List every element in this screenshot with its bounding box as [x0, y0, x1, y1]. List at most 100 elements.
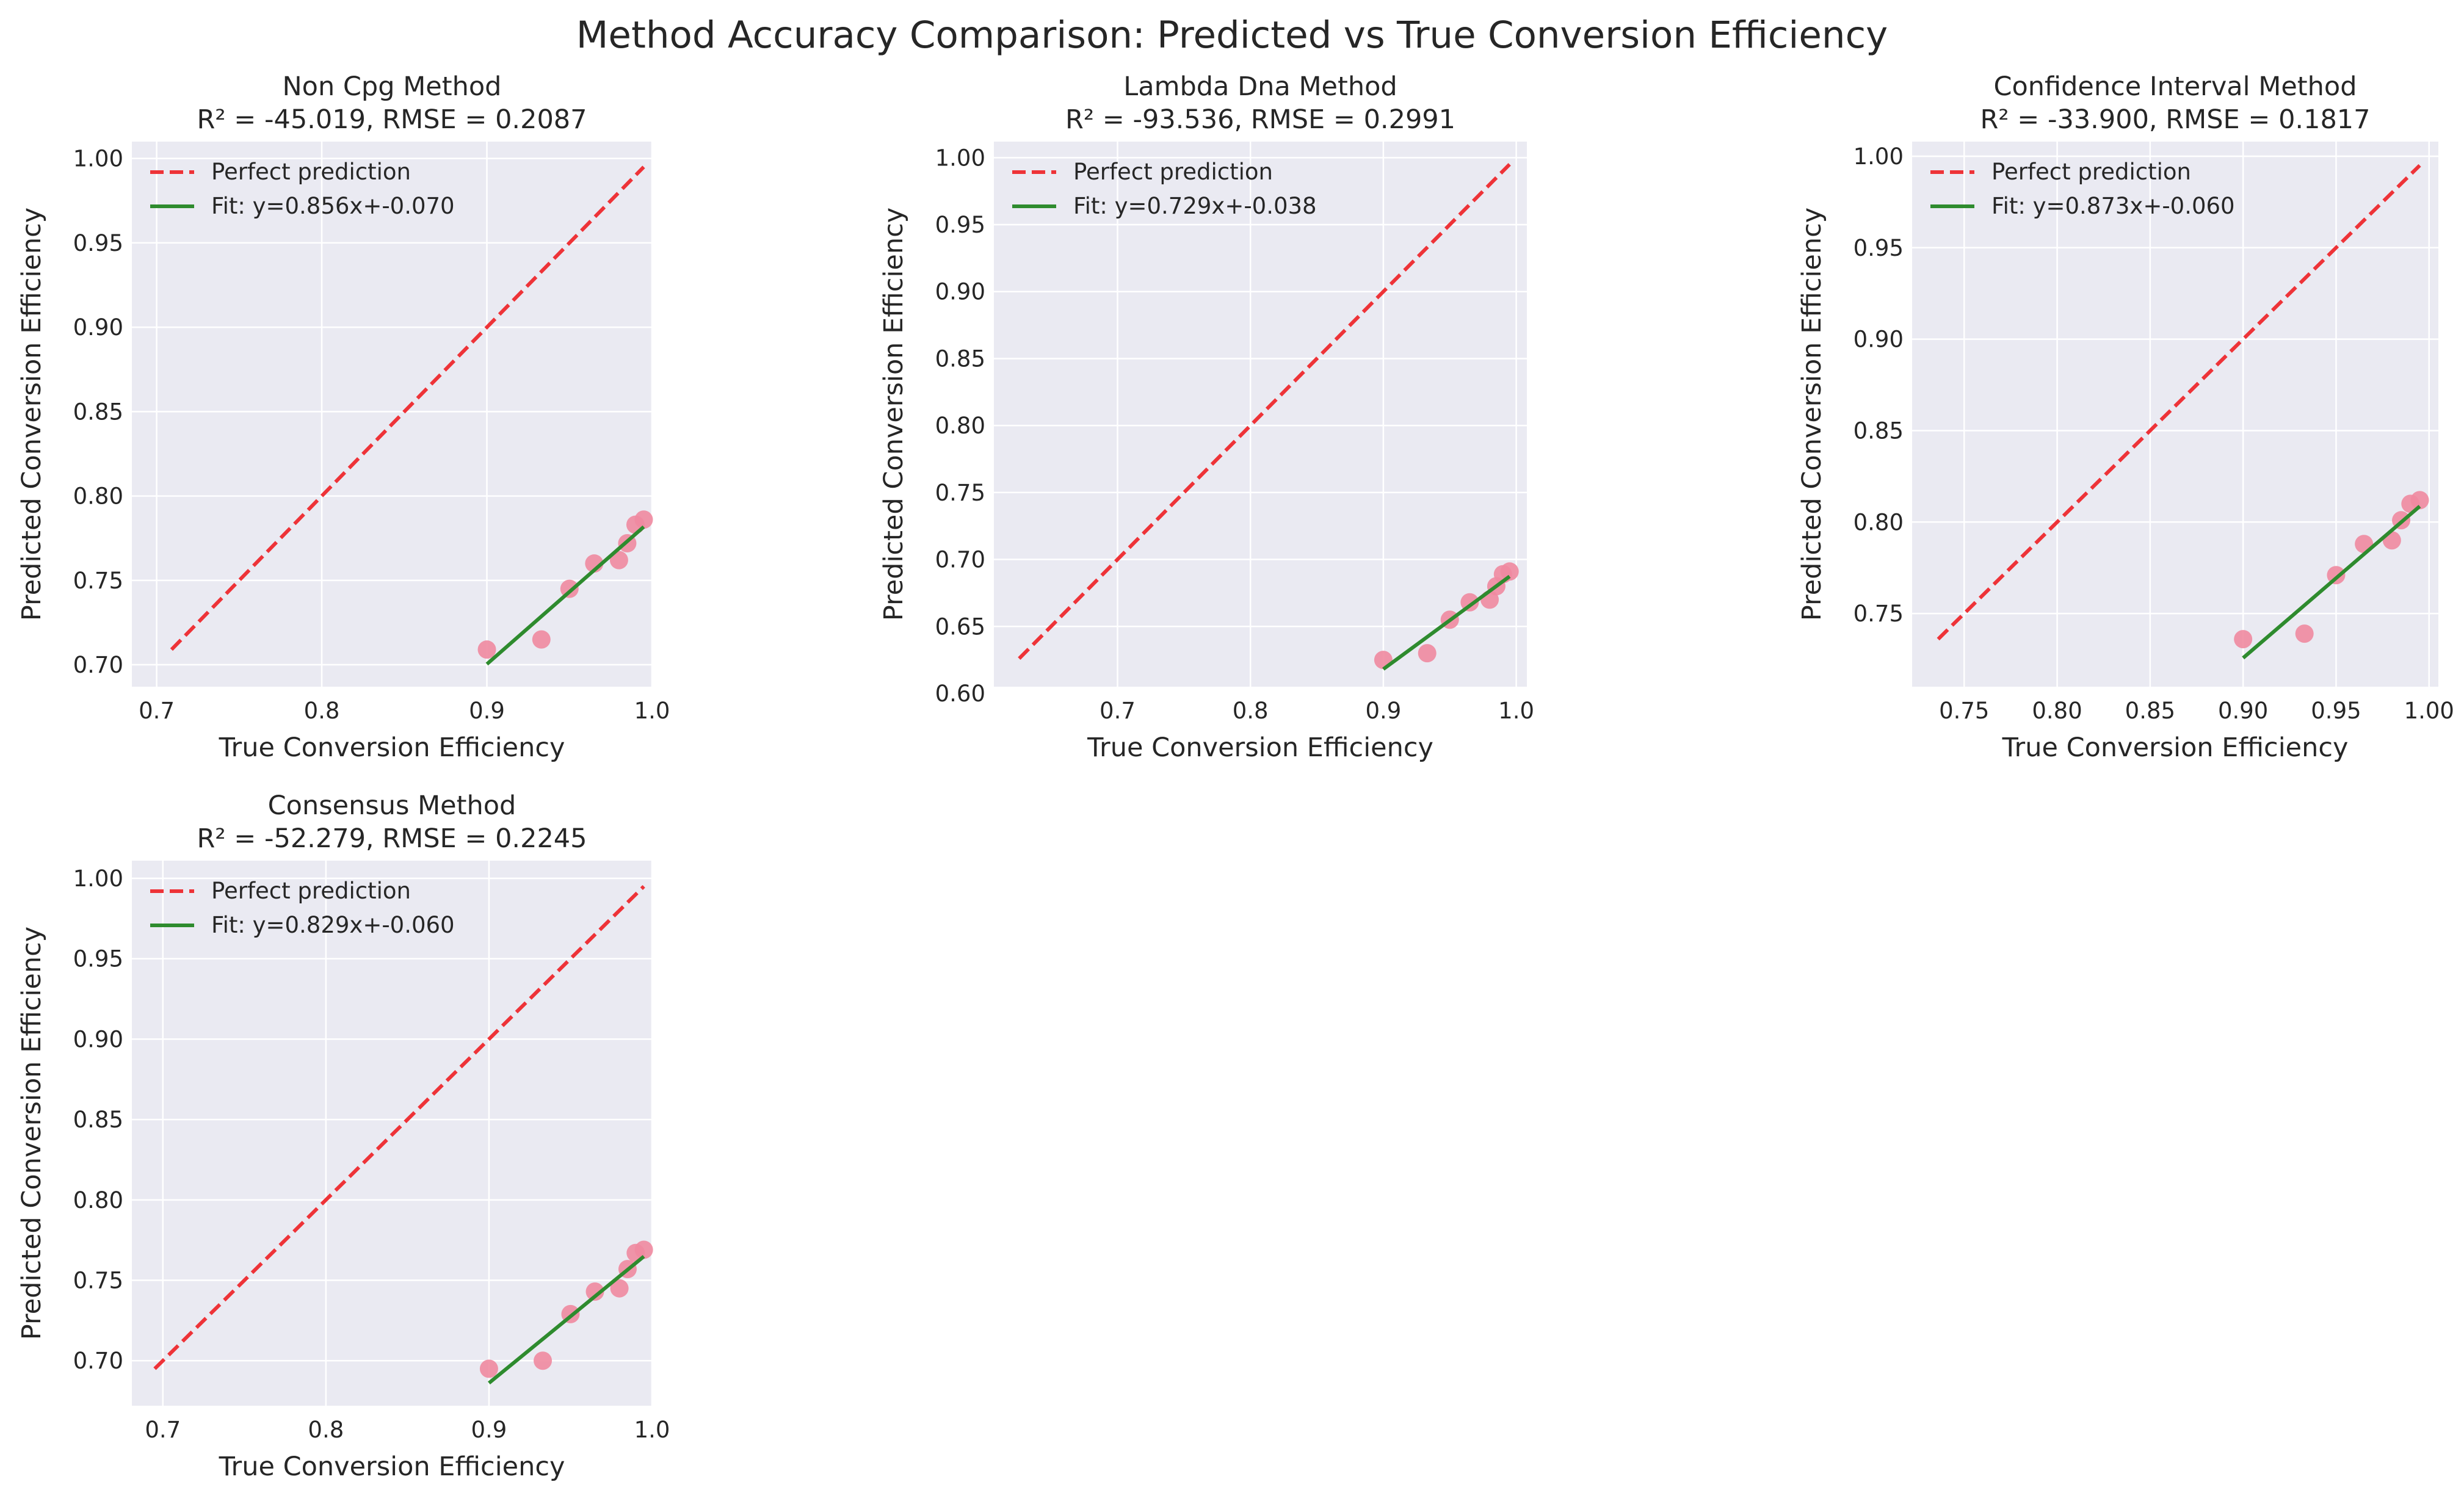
data-point — [560, 579, 579, 598]
subplot-4: 0.7 0.8 0.9 1.0 0.70 0.75 0.80 0.85 0.90 0.95 1.00… — [16, 790, 670, 1482]
legend-perfect-label: Perfect prediction — [1991, 159, 2191, 185]
legend-perfect-label: Perfect prediction — [1073, 159, 1273, 185]
subplot-2: 0.7 0.8 0.9 1.0 0.60 0.65 0.70 0.75 0.80 0.85 0.90… — [879, 71, 1534, 763]
x-tick-label: 0.8 — [304, 698, 340, 724]
x-tick-label: 0.9 — [1365, 698, 1401, 724]
y-tick-label: 0.70 — [73, 652, 123, 678]
y-tick-label: 0.80 — [935, 413, 985, 439]
y-tick-label: 0.90 — [73, 1026, 123, 1052]
y-axis-label: Predicted Conversion Efficiency — [16, 927, 47, 1340]
y-tick-label: 0.65 — [935, 613, 985, 640]
data-point — [532, 630, 551, 649]
subplot-subtitle: R² = -52.279, RMSE = 0.2245 — [197, 823, 587, 854]
y-tick-label: 0.95 — [935, 212, 985, 238]
x-axis-label: True Conversion Efficiency — [219, 1452, 565, 1482]
x-tick-label: 0.80 — [2032, 698, 2082, 724]
x-axis-label: True Conversion Efficiency — [2002, 732, 2349, 763]
y-tick-label: 1.00 — [73, 146, 123, 172]
y-tick-label: 0.90 — [935, 279, 985, 305]
plot-area — [132, 142, 652, 687]
legend-fit-label: Fit: y=0.856x+-0.070 — [211, 193, 455, 219]
y-tick-label: 0.75 — [73, 1268, 123, 1294]
fit-line — [1382, 574, 1511, 671]
data-point — [477, 640, 496, 659]
y-tick-label: 0.90 — [1853, 327, 1904, 353]
y-tick-label: 0.95 — [73, 230, 123, 256]
y-tick-label: 0.90 — [73, 314, 123, 341]
y-tick-label: 0.85 — [935, 345, 985, 372]
y-tick-label: 0.75 — [935, 480, 985, 506]
figure-title: Method Accuracy Comparison: Predicted vs… — [576, 13, 1888, 57]
y-axis-label: Predicted Conversion Efficiency — [16, 208, 47, 621]
y-tick-label: 0.85 — [73, 1107, 123, 1133]
x-tick-label: 0.90 — [2218, 698, 2268, 724]
data-point — [2234, 630, 2253, 649]
x-tick-label: 1.0 — [634, 698, 670, 724]
data-point — [609, 551, 628, 569]
y-tick-label: 1.00 — [73, 866, 123, 892]
x-tick-label: 1.00 — [2404, 698, 2454, 724]
data-point — [634, 1240, 653, 1259]
fit-line — [2242, 505, 2421, 660]
y-tick-label: 0.80 — [1853, 509, 1904, 535]
data-point — [610, 1279, 629, 1298]
subplot-title: Non Cpg Method — [283, 71, 502, 102]
perfect-prediction-line — [1937, 164, 2421, 641]
x-axis-label: True Conversion Efficiency — [1087, 732, 1433, 763]
legend-perfect-label: Perfect prediction — [211, 878, 411, 904]
subplot-subtitle: R² = -93.536, RMSE = 0.2991 — [1065, 104, 1455, 135]
perfect-prediction-line — [153, 885, 645, 1370]
x-tick-label: 1.0 — [1498, 698, 1534, 724]
y-tick-label: 0.70 — [73, 1348, 123, 1374]
subplot-subtitle: R² = -33.900, RMSE = 0.1817 — [1980, 104, 2370, 135]
subplot-title: Confidence Interval Method — [1993, 71, 2357, 102]
x-tick-label: 0.7 — [1100, 698, 1136, 724]
subplot-title: Lambda Dna Method — [1123, 71, 1397, 102]
y-tick-label: 0.60 — [935, 681, 985, 707]
y-tick-label: 1.00 — [935, 145, 985, 171]
y-axis-label: Predicted Conversion Efficiency — [879, 208, 909, 621]
data-point — [479, 1359, 498, 1378]
legend-perfect-label: Perfect prediction — [211, 159, 411, 185]
legend-fit-label: Fit: y=0.873x+-0.060 — [1991, 193, 2235, 219]
y-tick-label: 0.80 — [73, 1187, 123, 1213]
subplot-1: 0.7 0.8 0.9 1.0 0.70 0.75 0.80 0.85 0.90 0.95 1.00… — [16, 71, 670, 763]
legend-fit-label: Fit: y=0.829x+-0.060 — [211, 912, 455, 938]
y-axis-label: Predicted Conversion Efficiency — [1797, 208, 1827, 621]
data-point — [634, 510, 653, 529]
data-point — [585, 1282, 604, 1301]
fit-line — [485, 525, 645, 666]
data-point — [1500, 562, 1519, 581]
data-point — [2410, 491, 2429, 510]
x-tick-label: 0.75 — [1939, 698, 1989, 724]
y-tick-label: 0.95 — [73, 946, 123, 972]
data-point — [2295, 624, 2314, 643]
x-tick-label: 0.85 — [2125, 698, 2175, 724]
y-tick-label: 0.75 — [73, 568, 123, 594]
x-tick-label: 0.8 — [308, 1417, 344, 1443]
y-tick-label: 0.80 — [73, 483, 123, 510]
y-tick-label: 0.95 — [1853, 235, 1904, 261]
x-tick-label: 0.9 — [469, 698, 505, 724]
x-tick-label: 0.7 — [145, 1417, 181, 1443]
data-point — [534, 1351, 553, 1370]
x-axis-label: True Conversion Efficiency — [219, 732, 565, 763]
y-tick-label: 1.00 — [1853, 143, 1904, 170]
subplot-3: 0.75 0.80 0.85 0.90 0.95 1.00 0.75 0.80 0.85 0.90… — [1797, 71, 2454, 763]
x-tick-label: 0.9 — [471, 1417, 507, 1443]
y-tick-label: 0.85 — [1853, 418, 1904, 444]
y-tick-label: 0.75 — [1853, 601, 1904, 627]
subplot-title: Consensus Method — [268, 790, 516, 821]
x-tick-label: 0.8 — [1233, 698, 1269, 724]
x-tick-label: 1.0 — [634, 1417, 670, 1443]
x-tick-label: 0.95 — [2311, 698, 2361, 724]
y-tick-label: 0.85 — [73, 399, 123, 425]
y-tick-label: 0.70 — [935, 547, 985, 573]
perfect-prediction-line — [170, 165, 645, 651]
subplot-subtitle: R² = -45.019, RMSE = 0.2087 — [197, 104, 587, 135]
x-tick-label: 0.7 — [139, 698, 175, 724]
legend-fit-label: Fit: y=0.729x+-0.038 — [1073, 193, 1317, 219]
fit-line — [488, 1255, 645, 1385]
data-point — [1418, 644, 1437, 663]
